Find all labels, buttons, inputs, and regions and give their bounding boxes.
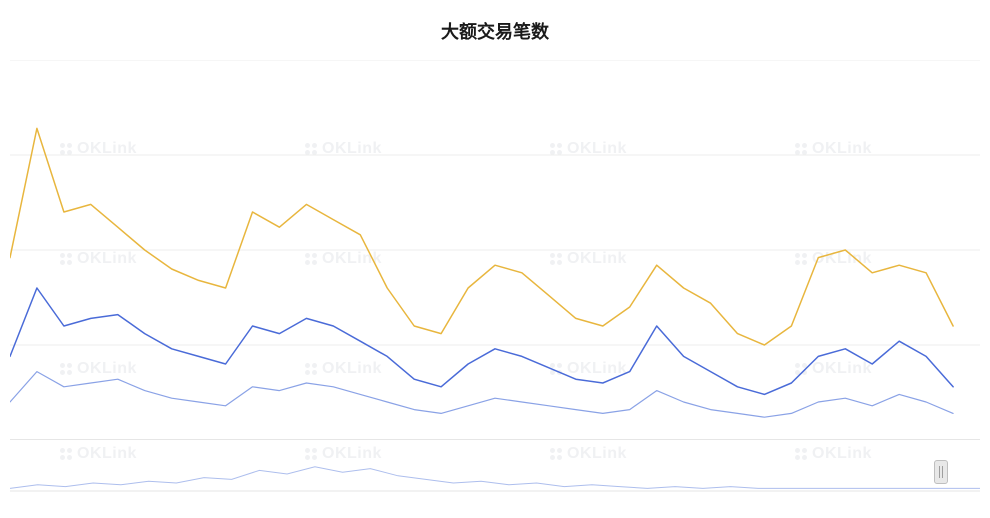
brush-svg (10, 452, 980, 492)
chart-plot-area (10, 60, 980, 440)
chart-title: 大额交易笔数 (0, 0, 990, 44)
brush-area[interactable] (10, 452, 980, 492)
series-yellow (10, 128, 953, 345)
brush-handle[interactable] (934, 460, 948, 484)
brush-series (10, 467, 980, 489)
series-blue-mid (10, 288, 953, 394)
chart-container: 大额交易笔数 OKLinkOKLinkOKLinkOKLinkOKLinkOKL… (0, 0, 990, 518)
series-blue-light (10, 372, 953, 418)
chart-svg (10, 60, 980, 440)
